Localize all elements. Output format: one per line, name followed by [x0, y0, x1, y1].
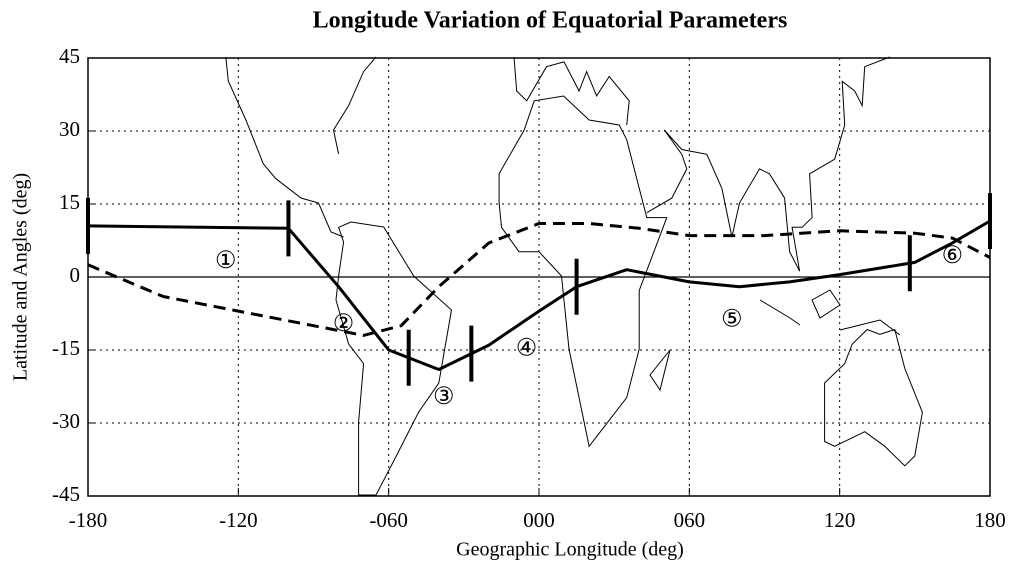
region-label: ④ — [516, 336, 538, 362]
x-tick-label: -120 — [219, 508, 258, 532]
islands — [649, 289, 901, 392]
south-america — [335, 221, 453, 496]
y-tick-label: -15 — [52, 336, 80, 360]
x-tick-label: 120 — [824, 508, 856, 532]
north-america — [225, 56, 377, 238]
x-axis-label: Geographic Longitude (deg) — [456, 539, 684, 561]
line-dashed — [87, 222, 991, 337]
plot-frame — [87, 57, 991, 497]
y-tick-label: 30 — [59, 117, 80, 141]
eurasia — [513, 56, 890, 272]
y-tick-label: -30 — [52, 409, 80, 433]
y-axis-label: Latitude and Angles (deg) — [10, 173, 32, 381]
x-tick-label: -060 — [369, 508, 408, 532]
x-tick-label: 180 — [974, 508, 1006, 532]
region-label: ② — [333, 311, 355, 337]
region-label: ⑥ — [942, 243, 964, 269]
x-tick-label: -180 — [69, 508, 108, 532]
chart-title: Longitude Variation of Equatorial Parame… — [313, 8, 788, 34]
region-label: ⑤ — [721, 306, 743, 332]
y-tick-label: 15 — [59, 190, 80, 214]
x-tick-label: 060 — [674, 508, 706, 532]
y-tick-label: 0 — [70, 263, 81, 287]
africa — [498, 95, 668, 448]
map — [225, 56, 923, 496]
line-solid — [87, 219, 991, 371]
australia — [824, 328, 923, 467]
region-label: ③ — [433, 384, 455, 410]
y-tick-label: -45 — [52, 482, 80, 506]
region-label: ① — [215, 248, 237, 274]
x-tick-label: 000 — [523, 508, 555, 532]
y-tick-label: 45 — [59, 44, 80, 68]
